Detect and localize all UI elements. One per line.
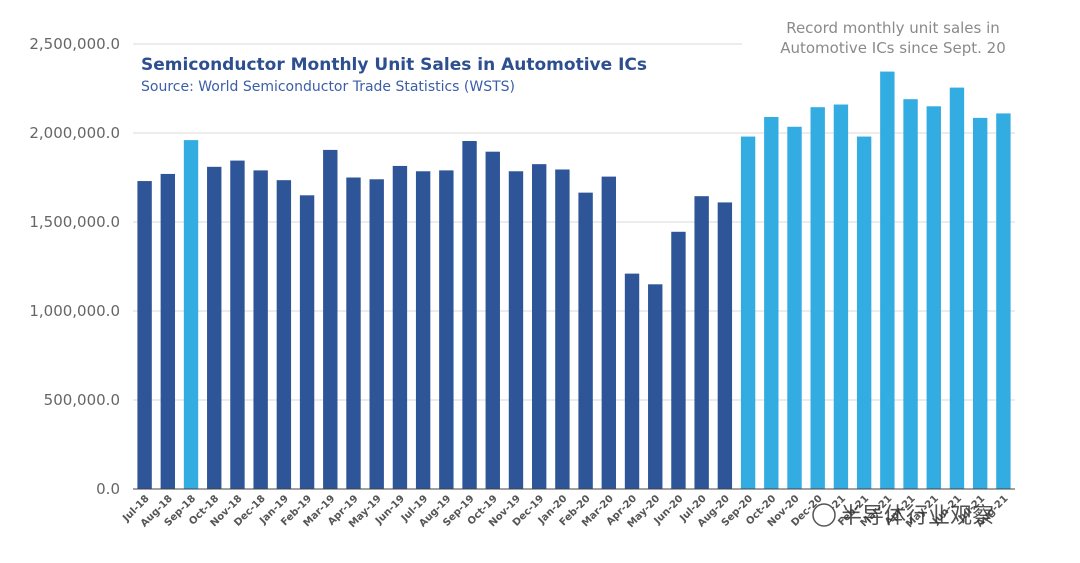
bar-dec-19 [531, 164, 547, 489]
bar-sep-19 [462, 141, 477, 489]
bar-aug-18 [160, 173, 176, 489]
annotation-background [742, 14, 1042, 60]
chart-title: Semiconductor Monthly Unit Sales in Auto… [141, 55, 647, 75]
y-tick-label: 1,000,000.0 [29, 302, 120, 320]
annotation-line-2: Automotive ICs since Sept. 20 [780, 39, 1006, 57]
bar-feb-19 [299, 195, 315, 490]
chart-subtitle: Source: World Semiconductor Trade Statis… [141, 79, 515, 95]
bar-jun-21 [949, 87, 965, 490]
bar-jun-19 [392, 165, 408, 489]
bar-apr-19 [346, 177, 361, 489]
bar-apr-20 [624, 273, 640, 489]
y-tick-label: 2,000,000.0 [29, 124, 120, 142]
y-tick-label: 2,500,000.0 [29, 35, 120, 53]
bar-nov-19 [508, 171, 524, 489]
bar-apr-21 [903, 99, 918, 490]
bar-may-19 [369, 179, 384, 489]
bar-dec-18 [253, 170, 268, 489]
bar-jul-18 [137, 181, 152, 489]
wechat-icon [812, 503, 836, 527]
bar-oct-20 [764, 116, 779, 489]
bar-jul-20 [694, 196, 709, 489]
bar-aug-19 [439, 170, 454, 489]
bar-dec-20 [810, 107, 825, 489]
bar-jul-19 [415, 171, 431, 489]
title-background [128, 46, 740, 98]
bar-mar-21 [880, 71, 895, 489]
bar-jan-21 [833, 104, 849, 490]
bar-feb-21 [856, 136, 872, 489]
bar-oct-19 [485, 151, 500, 489]
bar-may-21 [926, 106, 941, 490]
bar-jan-19 [276, 180, 292, 490]
y-tick-label: 0.0 [96, 480, 120, 498]
bar-feb-20 [578, 192, 593, 489]
bar-jul-21 [972, 117, 988, 490]
bar-nov-18 [230, 160, 245, 489]
y-tick-label: 1,500,000.0 [29, 213, 120, 231]
y-tick-label: 500,000.0 [44, 391, 120, 409]
bar-may-20 [648, 284, 663, 489]
bar-sep-20 [740, 136, 756, 489]
bar-sep-18 [183, 140, 199, 489]
watermark: 半导体行业观察 [812, 503, 994, 529]
bar-oct-18 [207, 166, 222, 489]
bar-aug-20 [717, 202, 733, 490]
bar-aug-21 [996, 113, 1011, 490]
bars [137, 71, 1011, 490]
bar-mar-20 [601, 176, 617, 490]
watermark-text: 半导体行业观察 [840, 504, 994, 529]
annotation-line-1: Record monthly unit sales in [786, 19, 1000, 37]
bar-mar-19 [323, 149, 338, 489]
bar-jan-20 [555, 169, 570, 490]
y-axis: 0.0 500,000.0 1,000,000.0 1,500,000.0 2,000,… [29, 35, 120, 498]
bar-jun-20 [671, 231, 686, 490]
bar-nov-20 [787, 126, 802, 490]
